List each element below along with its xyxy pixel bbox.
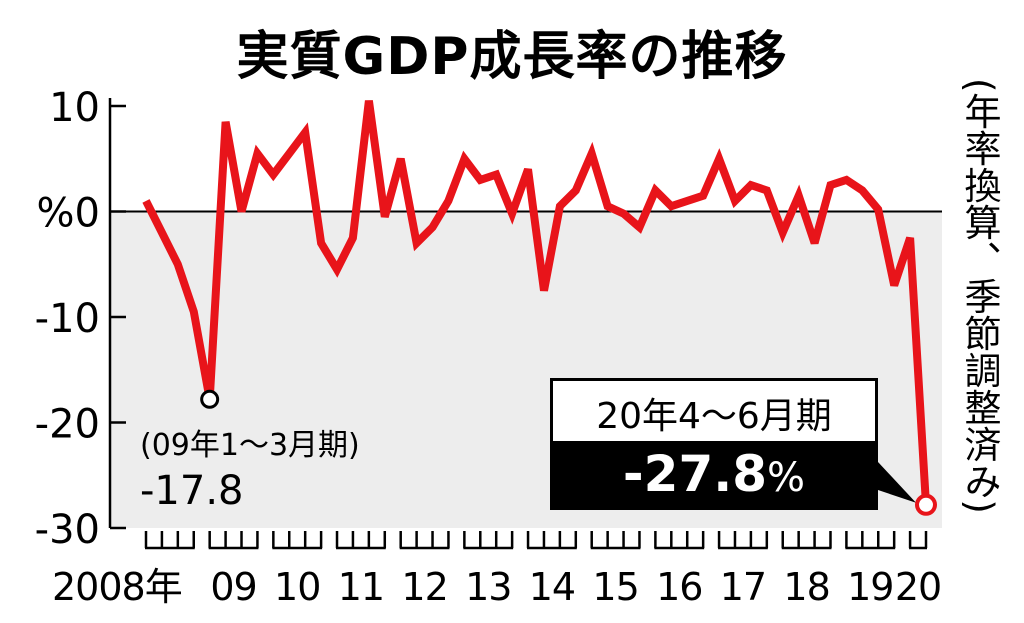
- annotation-2009q1-period: (09年1～3月期): [140, 428, 360, 463]
- x-tick-label: 18: [783, 565, 829, 609]
- chart-title: 実質GDP成長率の推移: [236, 27, 788, 87]
- x-tick-label: 2008年: [52, 565, 182, 609]
- callout-pointer: [878, 462, 916, 503]
- annotation-2009q1-value: -17.8: [140, 468, 244, 514]
- y-tick-label: -20: [35, 402, 100, 448]
- x-tick-label: 10: [274, 565, 320, 609]
- y-tick-label: -10: [35, 296, 100, 342]
- callout-2020q2-value: -27.8: [622, 445, 768, 503]
- y-tick-label: -30: [35, 507, 100, 553]
- x-tick-label: 16: [656, 565, 702, 609]
- y-tick-label: %0: [37, 191, 100, 237]
- x-tick-label: 15: [592, 565, 638, 609]
- callout-2020q2-period: 20年4～6月期: [596, 396, 832, 437]
- marker-2009q1: [200, 389, 220, 409]
- chart-note-vertical: (年率換算、季節調整済み): [958, 78, 1001, 514]
- x-tick-label: 09: [210, 565, 256, 609]
- callout-2020q2-unit: %: [767, 455, 806, 501]
- x-tick-label: 11: [338, 565, 384, 609]
- y-tick-label: 10: [49, 85, 100, 131]
- x-tick-label: 13: [465, 565, 511, 609]
- marker-2020q2: [915, 493, 937, 516]
- x-tick-label: 19: [847, 565, 893, 609]
- series-line: [142, 100, 930, 506]
- x-tick-label: 20: [895, 565, 941, 609]
- x-tick-label: 17: [720, 565, 766, 609]
- x-tick-label: 12: [401, 565, 447, 609]
- x-tick-label: 14: [529, 565, 575, 609]
- callout-2020q2-band: -27.8%: [553, 441, 875, 507]
- callout-2020q2: 20年4～6月期 -27.8%: [550, 378, 878, 510]
